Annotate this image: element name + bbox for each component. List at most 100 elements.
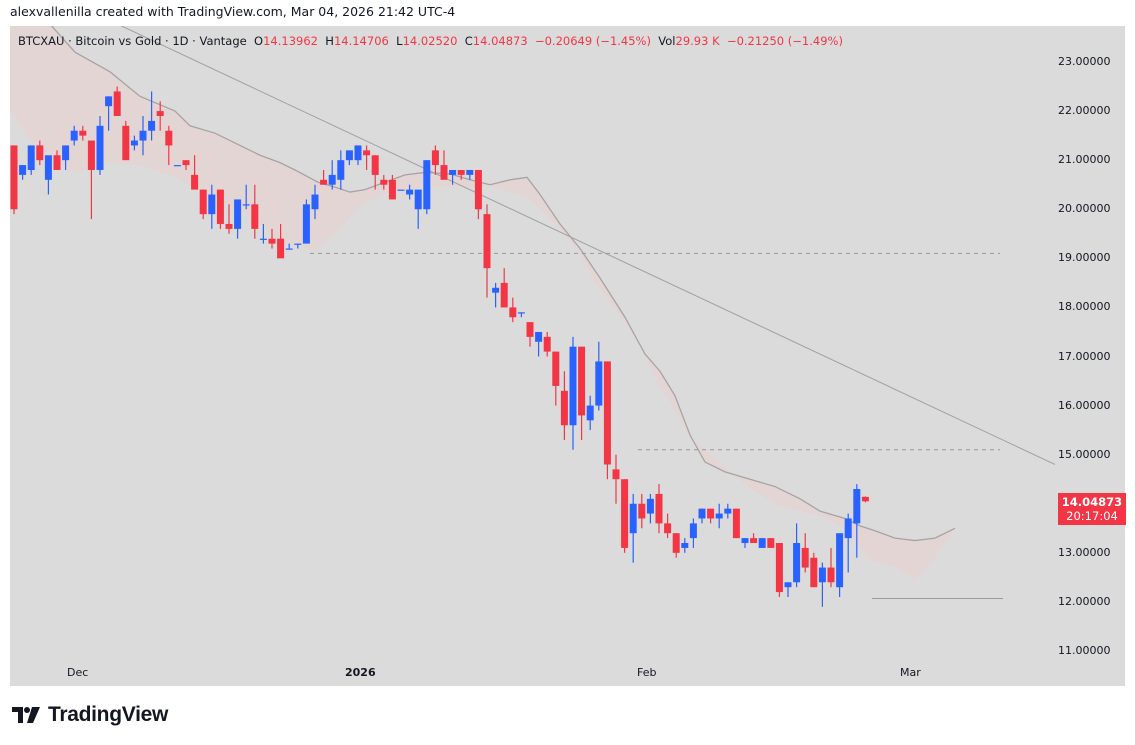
candle <box>397 189 405 191</box>
candle <box>363 145 371 170</box>
candle <box>569 336 577 450</box>
candle <box>466 169 474 180</box>
candle <box>208 184 216 229</box>
candle <box>199 189 207 220</box>
candle <box>500 268 508 308</box>
candle <box>414 189 422 229</box>
price-tick-label: 15.00000 <box>1058 447 1111 461</box>
candle <box>767 538 775 548</box>
candle <box>354 145 362 166</box>
candle <box>853 484 861 558</box>
bar-countdown: 20:17:04 <box>1066 509 1118 523</box>
candle <box>113 86 121 116</box>
candle <box>689 518 697 548</box>
volume-value: 29.93 K <box>675 34 720 48</box>
candle <box>612 454 620 504</box>
moving-average-line[interactable] <box>10 26 956 542</box>
candle <box>861 496 869 503</box>
candle <box>294 243 302 249</box>
candle <box>156 101 164 131</box>
candle <box>775 543 783 598</box>
candle <box>216 189 224 229</box>
low-label: L <box>396 34 403 48</box>
candle <box>509 297 517 323</box>
candle <box>311 184 319 220</box>
candle <box>388 174 396 200</box>
candle <box>552 351 560 406</box>
candle <box>122 120 130 161</box>
candle <box>234 199 242 239</box>
high-label: H <box>325 34 334 48</box>
candle <box>259 223 267 244</box>
candle <box>79 125 87 141</box>
trendline[interactable] <box>10 26 1056 465</box>
candle <box>87 140 95 220</box>
candle <box>621 479 629 553</box>
candle <box>664 513 672 539</box>
high-value: 14.14706 <box>333 34 389 48</box>
symbol-description: BTCXAU · Bitcoin vs Gold · 1D · Vantage <box>18 34 247 48</box>
candle <box>225 204 233 234</box>
candle <box>251 184 259 239</box>
candle <box>560 371 568 440</box>
candle <box>483 204 491 298</box>
change-value: −0.20649 (−1.45%) <box>534 34 651 48</box>
candle <box>732 508 740 539</box>
candle <box>517 312 525 318</box>
volume-change: −0.21250 (−1.49%) <box>726 34 843 48</box>
candle <box>457 169 465 180</box>
price-tick-label: 18.00000 <box>1058 300 1111 314</box>
candle <box>595 341 603 411</box>
candle <box>53 150 61 170</box>
candlestick-chart[interactable] <box>10 26 1125 686</box>
candle <box>380 174 388 190</box>
price-tick-label: 17.00000 <box>1058 349 1111 363</box>
candle <box>345 150 353 166</box>
volume-label: Vol <box>658 34 676 48</box>
symbol-legend: BTCXAU · Bitcoin vs Gold · 1D · Vantage … <box>18 34 843 48</box>
candle <box>655 484 663 534</box>
candle <box>105 96 113 131</box>
candle <box>543 331 551 357</box>
close-value: 14.04873 <box>472 34 528 48</box>
candle <box>681 538 689 553</box>
attribution-text: alexvallenilla created with TradingView.… <box>10 4 456 19</box>
candle <box>130 135 138 151</box>
candle <box>268 228 276 249</box>
price-tick-label: 20.00000 <box>1058 202 1111 216</box>
candle <box>784 582 792 598</box>
low-value: 14.02520 <box>402 34 458 48</box>
price-tick-label: 11.00000 <box>1058 644 1111 657</box>
candle <box>285 243 293 250</box>
candle <box>371 155 379 190</box>
candle <box>19 165 27 180</box>
ma-band <box>10 26 955 580</box>
candle <box>638 493 646 529</box>
candle <box>431 145 439 175</box>
candle <box>302 199 310 244</box>
candle <box>27 145 35 175</box>
candle <box>62 145 70 170</box>
candle <box>793 523 801 588</box>
candle <box>526 322 534 347</box>
candle <box>328 160 336 190</box>
candle <box>173 165 181 167</box>
candle <box>810 552 818 588</box>
candle <box>578 346 586 440</box>
candle <box>698 508 706 524</box>
candle <box>827 547 835 588</box>
time-tick-label: Dec <box>67 666 89 679</box>
candle <box>586 395 594 431</box>
candle <box>36 140 44 166</box>
candle <box>724 503 732 519</box>
price-tick-label: 23.00000 <box>1058 55 1111 68</box>
candle <box>474 169 482 220</box>
candle <box>70 125 78 146</box>
tradingview-logo[interactable]: TradingView <box>12 703 168 727</box>
candle <box>672 533 680 558</box>
time-tick-label: Mar <box>900 666 921 679</box>
candle <box>277 223 285 259</box>
candle <box>10 145 18 215</box>
chart-area[interactable]: BTCXAU · Bitcoin vs Gold · 1D · Vantage … <box>10 26 1126 686</box>
candle <box>165 125 173 166</box>
